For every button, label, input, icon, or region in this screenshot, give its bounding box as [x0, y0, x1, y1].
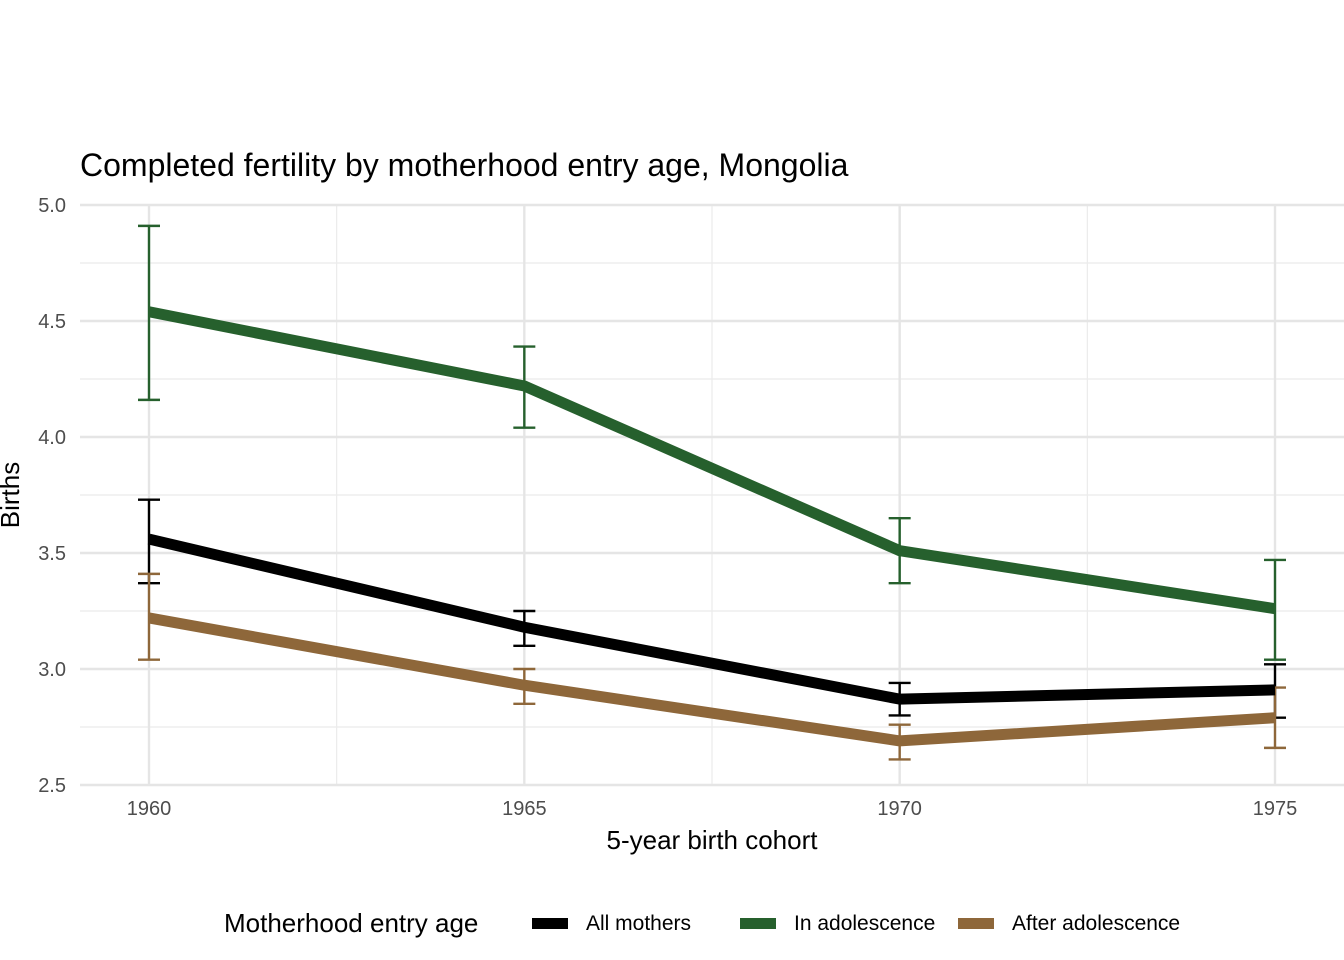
series-layer — [138, 224, 1286, 761]
y-tick-label: 4.0 — [38, 427, 66, 449]
series-line-in-adolescence — [147, 306, 1276, 615]
x-tick-label: 1965 — [502, 798, 547, 820]
series-line-after-adolescence — [148, 612, 1276, 747]
errorbars-after-adolescence — [138, 572, 1286, 761]
legend-key — [958, 918, 994, 929]
grid — [80, 203, 1344, 787]
y-tick-label: 4.5 — [38, 311, 66, 333]
legend-key — [740, 918, 776, 929]
y-tick-label: 3.5 — [38, 543, 66, 565]
legend-label: All mothers — [586, 912, 691, 935]
chart-title: Completed fertility by motherhood entry … — [80, 147, 849, 183]
legend-label: After adolescence — [1012, 912, 1180, 935]
y-tick-label: 5.0 — [38, 195, 66, 217]
legend-label: In adolescence — [794, 912, 935, 935]
legend-key — [532, 918, 568, 929]
y-axis-label: Births — [0, 462, 25, 528]
legend-title: Motherhood entry age — [224, 908, 478, 938]
x-axis-ticks: 1960 1965 1970 1975 — [127, 798, 1298, 820]
x-axis-label: 5-year birth cohort — [607, 825, 819, 855]
x-tick-label: 1970 — [877, 798, 922, 820]
series-line-all-mothers — [147, 533, 1276, 705]
y-tick-label: 3.0 — [38, 659, 66, 681]
legend: Motherhood entry age All mothers In adole… — [224, 908, 1180, 938]
y-axis-ticks: 2.5 3.0 3.5 4.0 4.5 5.0 — [38, 195, 66, 797]
y-tick-label: 2.5 — [38, 775, 66, 797]
x-tick-label: 1975 — [1253, 798, 1298, 820]
x-tick-label: 1960 — [127, 798, 172, 820]
